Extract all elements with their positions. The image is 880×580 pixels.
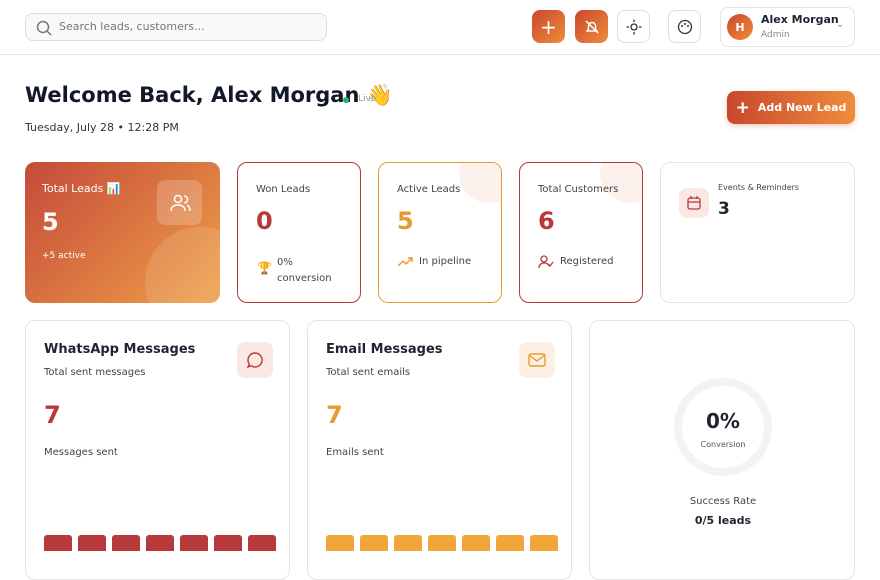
won-leads-card: Won Leads 0 🏆 0% conversion xyxy=(237,162,361,303)
success-rate-detail: 0/5 leads xyxy=(694,514,752,527)
card-note: Emails sent xyxy=(326,447,384,458)
avatar: H xyxy=(727,14,753,40)
theme-button[interactable] xyxy=(617,10,650,43)
card-value: 7 xyxy=(44,401,61,429)
stat-note: 0% conversion xyxy=(277,257,332,284)
add-lead-label: Add New Lead xyxy=(757,101,847,114)
conversion-ring xyxy=(674,378,772,476)
card-title: Email Messages xyxy=(326,342,443,357)
total-leads-card: Total Leads 📊 5 +5 active xyxy=(25,162,220,303)
header: Search leads, customers... + H Alex Morg… xyxy=(0,0,880,55)
user-role: Admin xyxy=(761,30,790,40)
success-rate-title: Success Rate xyxy=(689,496,757,507)
active-leads-card: Active Leads 5 In pipeline xyxy=(378,162,502,303)
palette-button[interactable] xyxy=(668,10,701,43)
card-value: 7 xyxy=(326,401,343,429)
stat-note: Registered xyxy=(560,256,614,267)
search-icon xyxy=(36,20,52,36)
live-dot xyxy=(343,97,349,103)
stat-value: 5 xyxy=(397,207,414,235)
stat-label: Active Leads xyxy=(397,184,461,195)
events-card: Events & Reminders 3 xyxy=(660,162,855,303)
chevron: ⌄ xyxy=(836,19,845,30)
add-lead-button[interactable]: + Add New Lead xyxy=(727,91,855,124)
user-name: Alex Morgan xyxy=(761,13,839,26)
mini-bars xyxy=(326,535,558,551)
search-placeholder: Search leads, customers... xyxy=(59,20,205,33)
stat-value: 6 xyxy=(538,207,555,235)
email-card: Email Messages Total sent emails 7 Email… xyxy=(307,320,572,580)
datetime: Tuesday, July 28 • 12:28 PM xyxy=(25,121,179,134)
mini-bars xyxy=(44,535,276,551)
events-value: 3 xyxy=(718,199,730,219)
card-title: WhatsApp Messages xyxy=(44,342,196,357)
stat-value: 0 xyxy=(256,207,273,235)
stat-label: Total Customers xyxy=(538,184,619,195)
welcome-title: Welcome Back, Alex Morgan 👋 xyxy=(25,83,393,107)
notifications-button[interactable] xyxy=(575,10,608,43)
stat-note: In pipeline xyxy=(419,256,472,267)
live-status: Live xyxy=(358,94,377,104)
conversion-value: 0% xyxy=(706,409,740,433)
stat-label: Total Leads 📊 xyxy=(42,182,121,195)
stat-label: Won Leads xyxy=(256,184,311,195)
card-note: Messages sent xyxy=(44,447,118,458)
card-subtitle: Total sent emails xyxy=(326,367,411,378)
whatsapp-card: WhatsApp Messages Total sent messages 7 … xyxy=(25,320,290,580)
search-box[interactable]: Search leads, customers... xyxy=(25,13,327,41)
stat-note: +5 active xyxy=(42,251,86,261)
conversion-label: Conversion xyxy=(700,440,746,449)
card-subtitle: Total sent messages xyxy=(44,367,146,378)
stat-value: 5 xyxy=(42,208,59,236)
total-customers-card: Total Customers 6 Registered xyxy=(519,162,643,303)
events-label: Events & Reminders xyxy=(718,183,800,192)
add-button[interactable]: + xyxy=(532,10,565,43)
conversion-card: 0% Conversion Success Rate 0/5 leads xyxy=(589,320,855,580)
user-menu[interactable]: H Alex Morgan Admin ⌄ xyxy=(720,7,855,47)
